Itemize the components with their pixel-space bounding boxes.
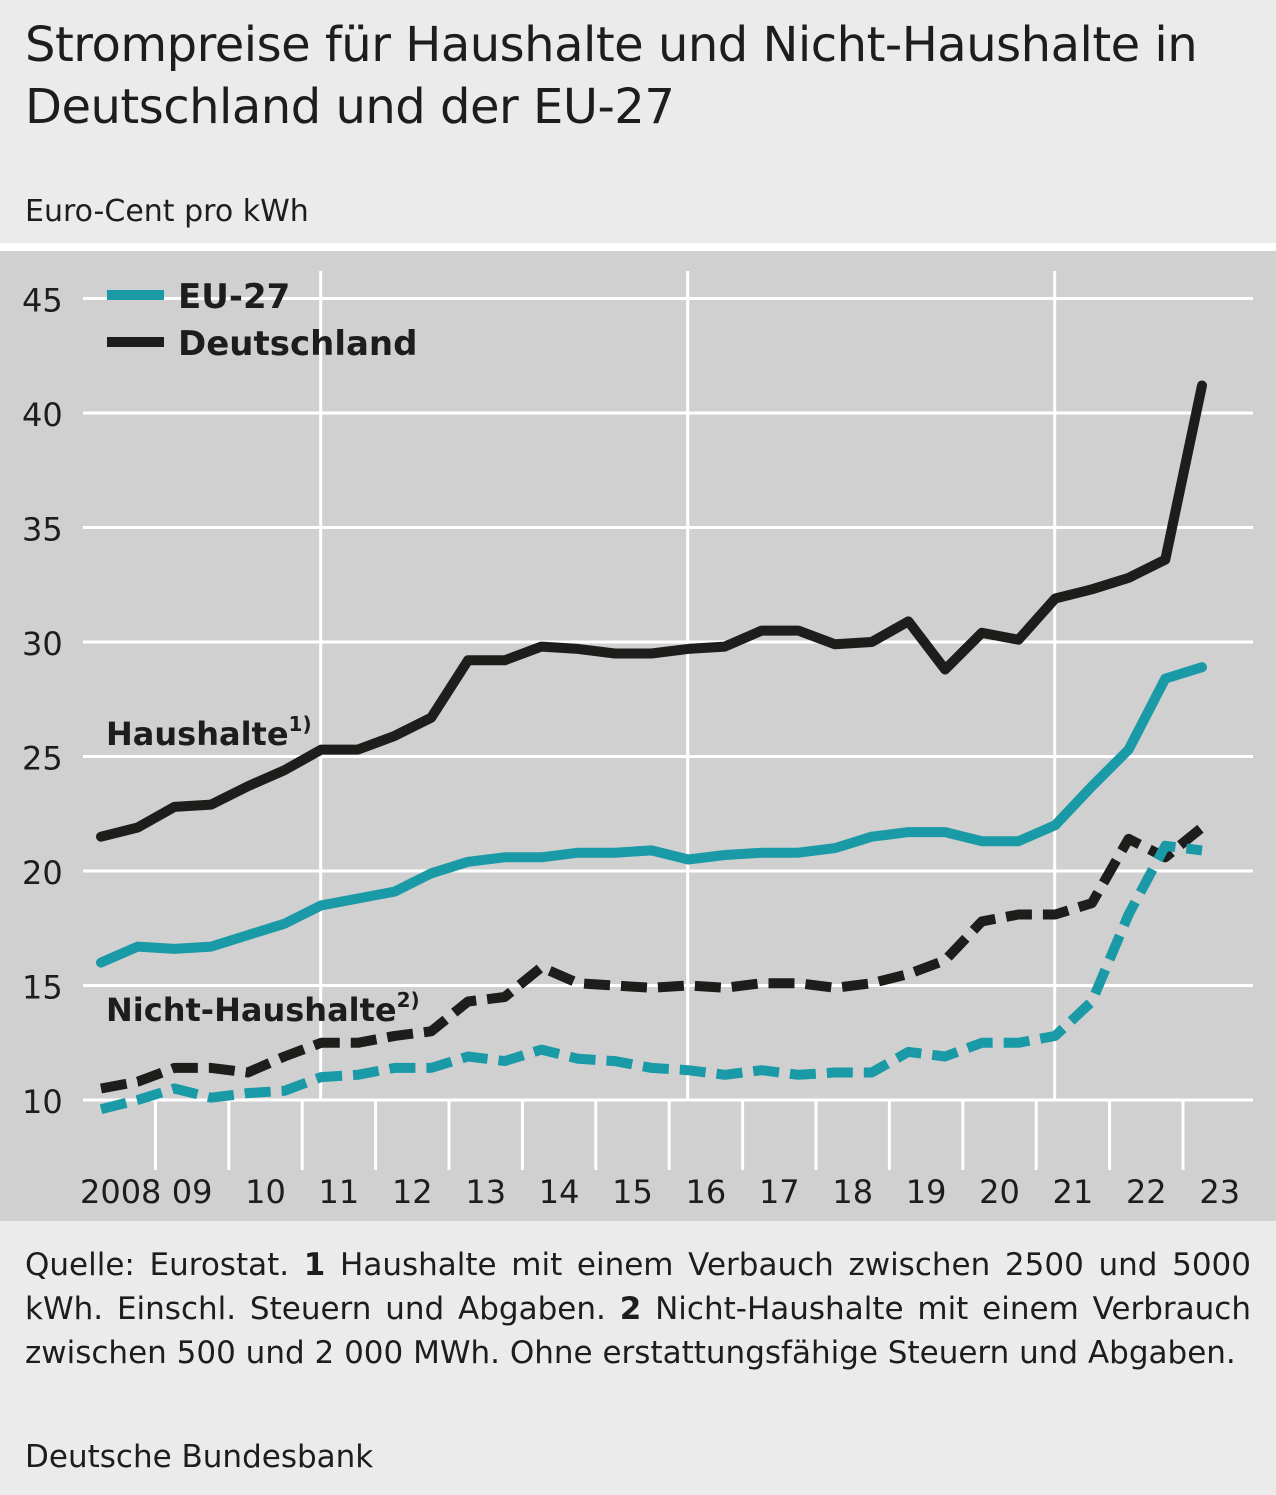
line-chart: 10 15 20 25 30 35 40 45 2008 09 10 11 12 13 14 15 16 17 18… [22, 271, 1253, 1212]
x-tick-label: 17 [759, 1173, 800, 1211]
group-annotations: Haushalte1) Nicht-Haushalte2) [106, 712, 420, 1029]
chart-unit-label: Euro-Cent pro kWh [25, 194, 309, 229]
footnote-mark-1: 1 [303, 1247, 326, 1283]
footnote-1-text: Haushalte mit einem Verbauch zwischen 25… [25, 1247, 1251, 1327]
plot-area: 10 15 20 25 30 35 40 45 2008 09 10 11 12 13 14 15 16 17 18… [0, 251, 1276, 1221]
source-credit: Deutsche Bundesbank [25, 1439, 374, 1475]
legend: EU-27 Deutschland [107, 277, 417, 364]
chart-header: Strompreise für Haushalte und Nicht-Haus… [0, 0, 1276, 243]
series-line-nicht-haushalte-deutschland [100, 823, 1206, 1094]
x-tick-label: 18 [832, 1173, 873, 1211]
footnote-text: Quelle: Eurostat. 1 Haushalte mit einem … [25, 1243, 1251, 1375]
series-line-haushalte-deutschland [96, 380, 1207, 842]
chart-footer: Quelle: Eurostat. 1 Haushalte mit einem … [0, 1221, 1276, 1495]
axis-ticks: 10 15 20 25 30 35 40 45 2008 09 10 11 12 13 14 15 16 17 18… [22, 282, 1240, 1212]
chart-title: Strompreise für Haushalte und Nicht-Haus… [25, 17, 1198, 135]
y-tick-label: 45 [22, 282, 63, 320]
x-tick-label: 10 [245, 1173, 286, 1211]
series-lines [96, 380, 1207, 1115]
x-tick-label: 22 [1126, 1173, 1167, 1211]
y-tick-label: 15 [22, 969, 63, 1007]
header-separator [0, 243, 1276, 251]
y-tick-label: 25 [22, 740, 63, 778]
y-tick-label: 10 [22, 1083, 63, 1121]
x-tick-label: 14 [539, 1173, 580, 1211]
x-tick-label: 09 [172, 1173, 213, 1211]
x-tick-label: 13 [465, 1173, 506, 1211]
x-tick-label: 11 [319, 1173, 360, 1211]
x-tick-label: 19 [906, 1173, 947, 1211]
x-tick-label: 16 [686, 1173, 727, 1211]
x-tick-label: 21 [1053, 1173, 1094, 1211]
y-tick-label: 40 [22, 396, 63, 434]
group-label-nicht-haushalte-text: Nicht-Haushalte [106, 991, 397, 1029]
x-tick-label: 20 [979, 1173, 1020, 1211]
x-tick-label: 12 [392, 1173, 433, 1211]
gridlines [83, 271, 1253, 1102]
legend-label-eu27: EU-27 [178, 277, 290, 317]
y-tick-label: 20 [22, 854, 63, 892]
group-label-haushalte-text: Haushalte [106, 715, 289, 753]
y-tick-label: 35 [22, 511, 63, 549]
legend-label-deutschland: Deutschland [178, 324, 417, 364]
footnote-mark-2: 2 [619, 1291, 642, 1327]
x-tick-label: 23 [1199, 1173, 1240, 1211]
footnote-2-text: Nicht-Haushalte mit einem Verbrauch zwis… [25, 1291, 1251, 1371]
series-line-haushalte-eu27 [96, 662, 1207, 968]
x-tick-label: 15 [612, 1173, 653, 1211]
y-tick-label: 30 [22, 625, 63, 663]
group-label-haushalte-footnote-mark: 1) [289, 712, 312, 736]
group-label-nicht-haushalte-footnote-mark: 2) [397, 988, 420, 1012]
group-label-nicht-haushalte: Nicht-Haushalte2) [106, 988, 420, 1029]
footnote-source: Quelle: Eurostat. [25, 1247, 304, 1283]
x-tick-label: 2008 [80, 1173, 161, 1211]
series-line-nicht-haushalte-eu27 [99, 840, 1203, 1115]
group-label-haushalte: Haushalte1) [106, 712, 312, 753]
